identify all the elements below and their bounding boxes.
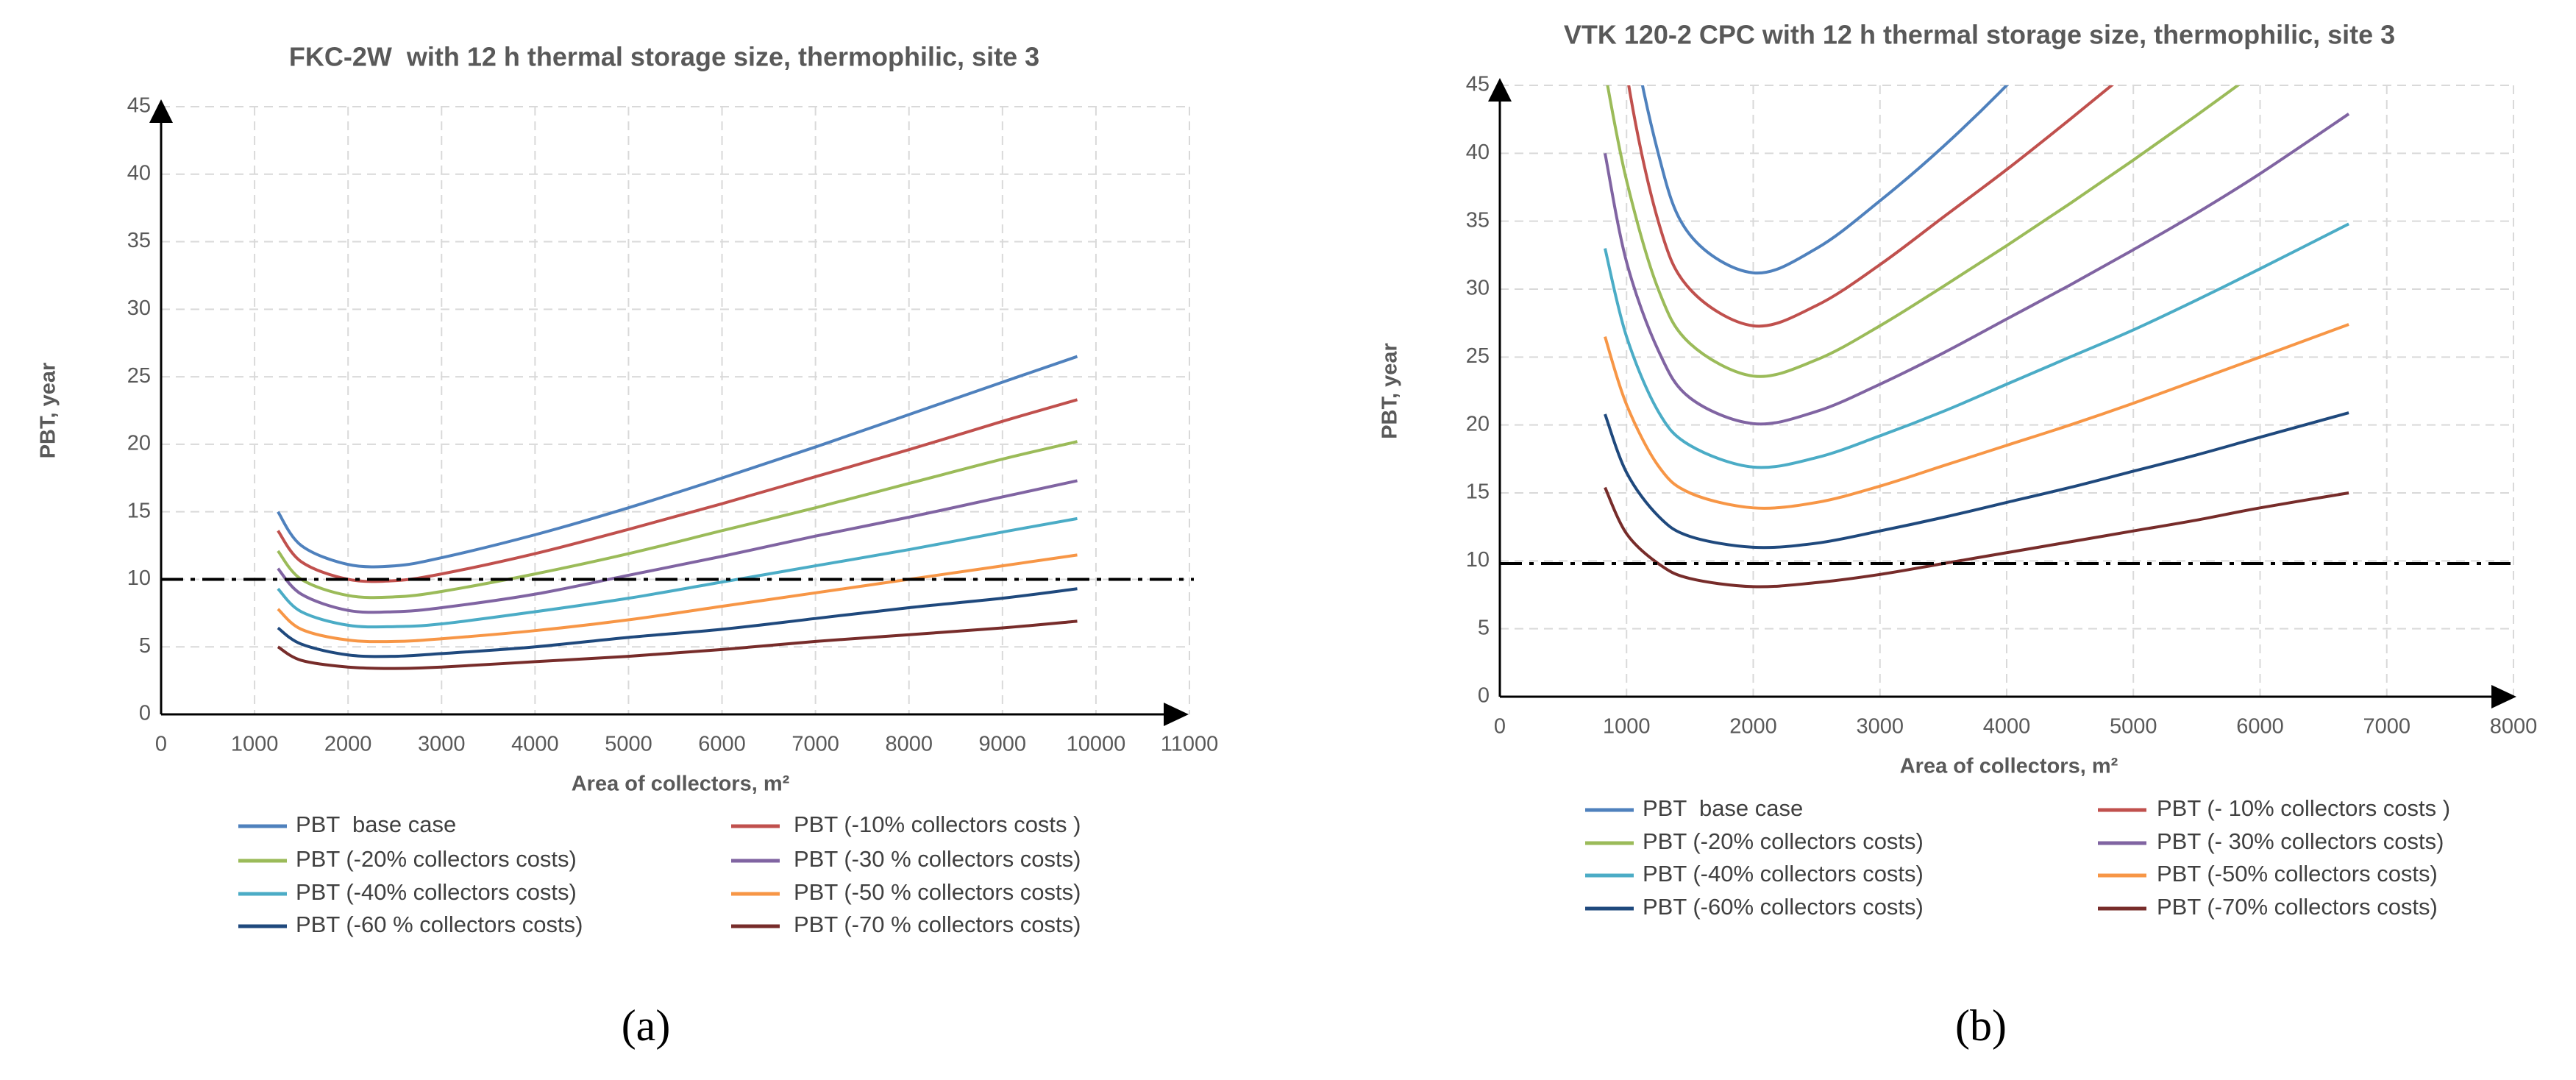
series-line <box>1604 222 2349 469</box>
y-axis-label: PBT, year <box>1378 343 1402 439</box>
x-axis-label: Area of collectors, m² <box>1900 755 2118 778</box>
caption: (b) <box>1955 1001 2007 1050</box>
x-tick-label: 3000 <box>418 733 466 756</box>
y-tick-label: 35 <box>1466 208 1490 232</box>
y-tick-label: 15 <box>1466 480 1490 504</box>
y-tick-label: 10 <box>1466 548 1490 572</box>
legend-label: PBT (-30 % collectors costs) <box>794 846 1081 872</box>
x-tick-label: 7000 <box>2363 715 2410 739</box>
x-tick-label: 2000 <box>324 733 372 756</box>
y-tick-label: 5 <box>1478 616 1490 639</box>
series-line <box>1604 486 2349 589</box>
x-tick-label: 3000 <box>1856 715 1904 739</box>
legend-label: PBT (-50% collectors costs) <box>2157 861 2438 887</box>
y-tick-label: 25 <box>127 364 151 388</box>
x-tick-label: 10000 <box>1067 733 1126 756</box>
legend-label: PBT base case <box>1643 795 1803 821</box>
x-tick-label: 1000 <box>231 733 279 756</box>
series-line <box>1640 85 2009 275</box>
y-tick-label: 35 <box>127 229 151 252</box>
series-line <box>1627 85 2114 328</box>
y-tick-label: 5 <box>139 634 151 658</box>
legend-label: PBT (- 10% collectors costs ) <box>2157 795 2450 821</box>
legend-label: PBT (- 30% collectors costs) <box>2157 828 2444 854</box>
x-tick-label: 0 <box>155 733 167 756</box>
series-line <box>277 355 1078 569</box>
y-axis-arrow <box>1488 78 1512 102</box>
y-tick-label: 40 <box>1466 141 1490 164</box>
series-line <box>1606 85 2241 378</box>
series-line <box>277 479 1078 614</box>
y-axis-arrow <box>149 99 173 123</box>
series-line <box>277 440 1078 600</box>
x-tick-label: 6000 <box>698 733 746 756</box>
y-tick-label: 15 <box>127 499 151 522</box>
x-tick-label: 5000 <box>2110 715 2157 739</box>
chart: FKC-2W with 12 h thermal storage size, t… <box>37 42 1219 1050</box>
x-tick-label: 4000 <box>511 733 559 756</box>
caption: (a) <box>622 1001 671 1050</box>
x-axis-label: Area of collectors, m² <box>572 772 790 796</box>
y-tick-label: 25 <box>1466 344 1490 368</box>
chart: VTK 120-2 CPC with 12 h thermal storage … <box>1378 20 2538 1050</box>
y-tick-label: 20 <box>127 432 151 455</box>
y-tick-label: 40 <box>127 161 151 185</box>
y-tick-label: 20 <box>1466 412 1490 436</box>
legend-label: PBT (-70 % collectors costs) <box>794 912 1081 937</box>
y-tick-label: 45 <box>127 94 151 118</box>
legend-label: PBT base case <box>296 811 456 837</box>
y-tick-label: 0 <box>139 702 151 725</box>
x-tick-label: 8000 <box>2490 715 2538 739</box>
x-tick-label: 11000 <box>1161 733 1219 756</box>
legend-label: PBT (-40% collectors costs) <box>1643 861 1924 887</box>
x-tick-label: 8000 <box>885 733 933 756</box>
legend-label: PBT (-40% collectors costs) <box>296 879 577 905</box>
series-line <box>1604 323 2349 510</box>
x-tick-label: 5000 <box>605 733 652 756</box>
y-tick-label: 10 <box>127 566 151 590</box>
y-axis-label: PBT, year <box>37 363 60 459</box>
x-tick-label: 6000 <box>2236 715 2284 739</box>
series-line <box>277 553 1078 644</box>
x-axis-arrow <box>1164 703 1189 726</box>
x-tick-label: 4000 <box>1983 715 2031 739</box>
series-line <box>1604 411 2349 550</box>
y-tick-label: 30 <box>127 296 151 320</box>
y-tick-label: 30 <box>1466 277 1490 300</box>
legend-label: PBT (-20% collectors costs) <box>1643 828 1924 854</box>
x-tick-label: 0 <box>1494 715 1506 739</box>
series-line <box>277 587 1078 658</box>
legend-label: PBT (-60 % collectors costs) <box>296 912 583 937</box>
plot-area <box>277 355 1078 670</box>
legend-label: PBT (-10% collectors costs ) <box>794 811 1081 837</box>
x-tick-label: 9000 <box>979 733 1027 756</box>
series-line <box>277 516 1078 629</box>
plot-area <box>1604 85 2350 589</box>
legend-label: PBT (-20% collectors costs) <box>296 846 577 872</box>
y-tick-label: 0 <box>1478 684 1490 708</box>
chart-title: FKC-2W with 12 h thermal storage size, t… <box>289 42 1039 72</box>
x-tick-label: 7000 <box>791 733 839 756</box>
legend-label: PBT (-50 % collectors costs) <box>794 879 1081 905</box>
series-line <box>277 398 1078 583</box>
legend-label: PBT (-60% collectors costs) <box>1643 894 1924 920</box>
x-tick-label: 2000 <box>1729 715 1777 739</box>
chart-title: VTK 120-2 CPC with 12 h thermal storage … <box>1564 20 2395 50</box>
series-line <box>1604 113 2350 426</box>
legend-label: PBT (-70% collectors costs) <box>2157 894 2438 920</box>
series-line <box>277 619 1078 670</box>
x-tick-label: 1000 <box>1603 715 1651 739</box>
y-tick-label: 45 <box>1466 73 1490 96</box>
x-axis-arrow <box>2491 685 2516 708</box>
